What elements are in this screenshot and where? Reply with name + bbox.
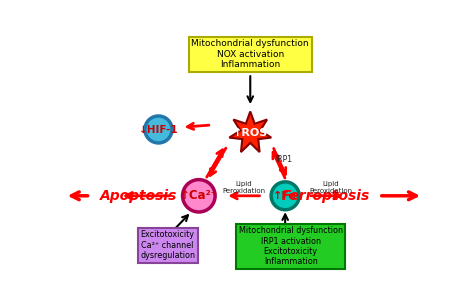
Text: Apoptosis: Apoptosis [100,189,177,203]
Text: ↓HIF-1: ↓HIF-1 [138,124,178,135]
Circle shape [182,180,215,212]
Text: Mitochondrial dysfunction
IRP1 activation
Excitotoxicity
Inflammation: Mitochondrial dysfunction IRP1 activatio… [239,226,343,267]
Text: ↑ROS: ↑ROS [233,128,268,138]
Text: Excitotoxicity
Ca²⁺ channel
dysregulation: Excitotoxicity Ca²⁺ channel dysregulatio… [140,230,195,260]
Text: Ferroptosis: Ferroptosis [282,189,370,203]
Text: IRP1: IRP1 [275,155,292,164]
Circle shape [271,182,299,210]
Polygon shape [229,112,271,152]
Text: ↑Ca²⁺: ↑Ca²⁺ [180,189,218,202]
Text: Lipid
Peroxidation: Lipid Peroxidation [222,181,265,194]
Text: Mitochondrial dysfunction
NOX activation
Inflammation: Mitochondrial dysfunction NOX activation… [191,39,309,69]
Text: ↑Fe: ↑Fe [273,191,297,201]
Text: Lipid
Peroxidation: Lipid Peroxidation [310,181,353,194]
Circle shape [145,116,172,143]
